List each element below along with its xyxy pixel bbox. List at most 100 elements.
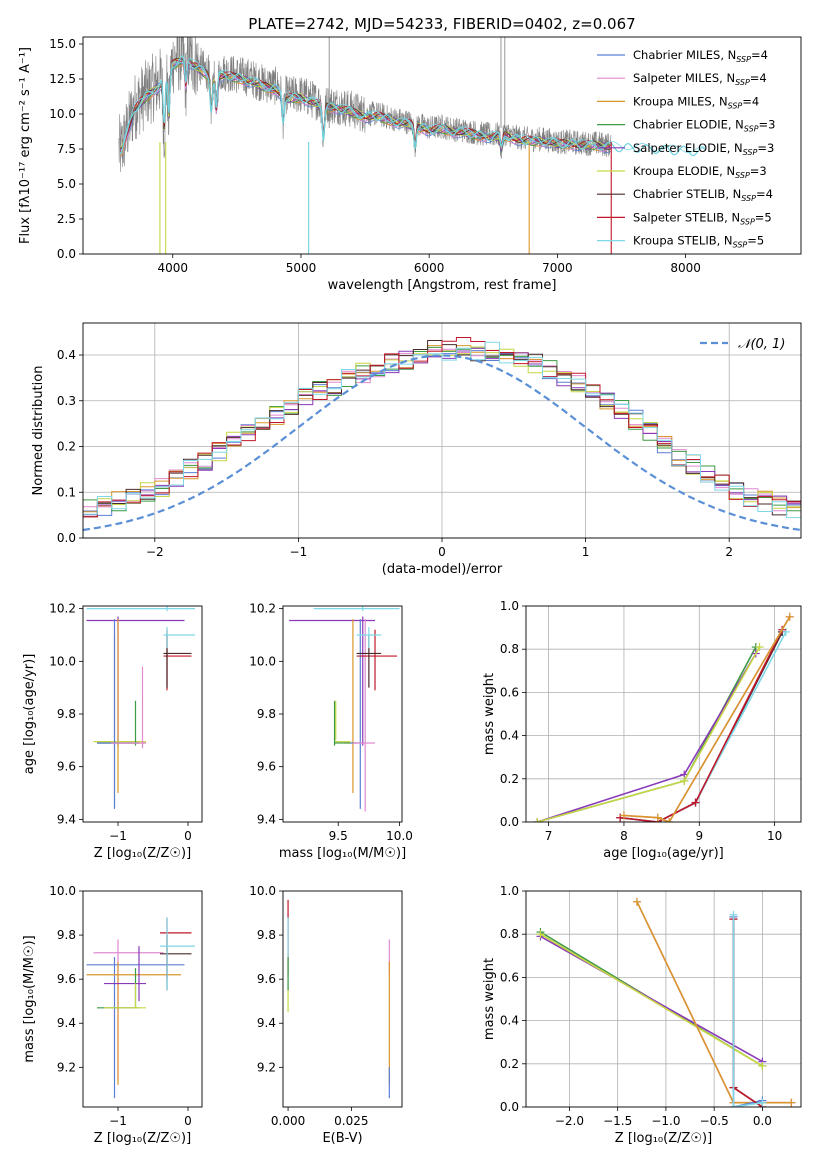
weight-line-series-2 [623,616,791,822]
y-tick-label: 0.8 [500,927,519,941]
y-tick-label: 9.4 [57,812,76,826]
legend: 𝒩(0, 1) [700,337,785,352]
y-tick-label: 9.4 [257,1016,276,1030]
axes-age_vs_Z: −1 0 9.4 9.6 9.8 10.0 10.2 Z [log₁₀(Z/Z☉)] age [… [22,602,192,861]
legend-label-end: =4 [742,94,759,108]
axes-frame [282,890,403,1108]
legend-label-main: Salpeter MILES, N [633,71,735,85]
weight-line-series-8 [620,631,787,822]
x-axis-label: (data-model)/error [382,562,503,577]
x-tick-label: 10.0 [386,829,413,843]
legend-entry-2: Kroupa MILES, NSSP=4 [633,94,759,110]
histogram-series-1 [83,348,801,512]
histogram-series-5 [83,346,801,526]
axes-frame [525,605,802,823]
legend-label-subscript: SSP [740,217,755,226]
x-axis-label: mass [log₁₀(M/M☉)] [279,846,406,861]
legend-label-end: =4 [756,187,773,201]
y-tick-label: 10.2 [249,602,276,616]
weight-line-series-0 [732,916,763,1107]
weight-line-series-8 [732,914,763,1107]
y-tick-label: 9.6 [257,760,276,774]
legend-label-main: Salpeter ELODIE, N [633,141,743,155]
y-axis-label: Normed distribution [31,366,46,496]
legend-label-end: =5 [755,210,772,224]
legend-entry-0: Chabrier MILES, NSSP=4 [633,48,768,64]
y-tick-label: 10.0 [249,884,276,898]
axes-frame [525,890,802,1108]
y-tick-label: 0.1 [57,485,76,499]
legend-label-subscript: SSP [743,148,758,157]
x-tick-label: −1 [109,1114,127,1128]
y-tick-label: 9.4 [257,812,276,826]
x-tick-label: 8000 [670,261,701,275]
x-tick-label: −1 [109,829,127,843]
legend-label-subscript: SSP [735,78,750,87]
histogram-series-8 [83,341,801,522]
model-overlay-line [119,54,706,157]
x-tick-label: −1.5 [603,1114,632,1128]
x-tick-label: 2 [725,545,733,559]
y-axis-label: mass weight [482,958,497,1040]
x-axis-label: Z [log₁₀(Z/Z☉)] [615,1131,712,1146]
y-tick-label: 0.4 [57,348,76,362]
x-tick-label: −1 [290,545,308,559]
weight-line-series-5 [537,646,761,822]
x-axis-label: age [log₁₀(age/yr)] [603,846,724,861]
axes-mass_vs_Z: −1 0 9.2 9.4 9.6 9.8 10.0 Z [log₁₀(Z/Z☉)] mass [… [22,884,192,1146]
y-tick-label: 10.2 [49,602,76,616]
x-tick-label: 0 [184,829,192,843]
legend-label-subscript: SSP [736,55,751,64]
weight-line-series-7 [732,919,763,1107]
legend-label-main: Chabrier MILES, N [633,48,736,62]
weight-line-series-4 [537,653,757,822]
legend-label-main: Kroupa MILES, N [633,94,728,108]
y-tick-label: 0.8 [500,642,519,656]
axes-frame [82,322,802,539]
x-tick-label: 0.0 [753,1114,772,1128]
y-tick-label: 2.5 [57,212,76,226]
weight-line-series-5 [540,933,763,1067]
y-axis-label: mass [log₁₀(M/M☉)] [22,935,37,1062]
x-tick-label: 0.025 [334,1114,368,1128]
histogram-series-4 [83,347,801,517]
y-tick-label: 0.0 [500,815,519,829]
legend-label-main: Kroupa STELIB, N [633,234,733,248]
y-tick-label: 0.3 [57,394,76,408]
y-tick-label: 7.5 [57,142,76,156]
y-tick-label: 1.0 [500,884,519,898]
legend-label-end: =3 [750,164,767,178]
weight-line-series-4 [540,935,763,1063]
y-tick-label: 9.6 [57,972,76,986]
x-tick-label: 0 [184,1114,192,1128]
weight-line-series-7 [620,629,783,822]
x-axis-label: wavelength [Angstrom, rest frame] [328,278,557,293]
x-tick-label: 9.5 [329,829,348,843]
x-axis-label: Z [log₁₀(Z/Z☉)] [94,1131,191,1146]
axes-frame [82,36,802,255]
legend-label-main: Chabrier STELIB, N [633,187,741,201]
y-tick-label: 9.8 [57,928,76,942]
weight-line-series-3 [537,646,757,822]
legend-entry-8: Kroupa STELIB, NSSP=5 [633,234,764,250]
x-tick-label: 0 [438,545,446,559]
axes-frame [282,605,403,823]
x-tick-label: 0.000 [271,1114,305,1128]
histogram-series-0 [83,350,801,521]
legend-entry-6: Chabrier STELIB, NSSP=4 [633,187,773,203]
plot-area-residuals [83,337,801,532]
axes-frame [82,605,203,823]
legend-entry-5: Kroupa ELODIE, NSSP=3 [633,164,767,180]
legend-entry-4: Salpeter ELODIE, NSSP=3 [633,141,774,157]
y-tick-label: 1.0 [500,599,519,613]
y-tick-label: 10.0 [249,654,276,668]
y-tick-label: 9.8 [257,928,276,942]
x-tick-label: −1.0 [651,1114,680,1128]
legend-label-end: =5 [747,234,764,248]
y-tick-label: 9.6 [257,972,276,986]
x-axis-label: E(B-V) [322,1131,362,1146]
plot-area-mass_vs_Z [86,917,195,1099]
plot-area-mass_vs_EBV [287,899,390,1099]
x-tick-label: −2.0 [555,1114,584,1128]
